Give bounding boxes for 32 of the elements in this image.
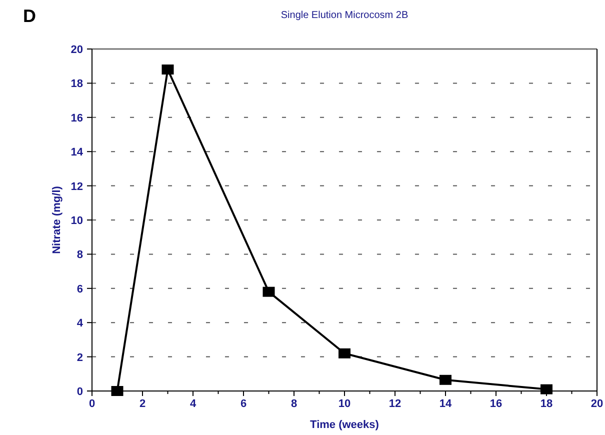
x-tick-label: 0 xyxy=(88,398,96,410)
x-tick-label: 20 xyxy=(590,398,604,410)
y-tick-label: 16 xyxy=(70,112,83,124)
x-axis-title: Time (weeks) xyxy=(310,419,380,431)
y-tick-label: 14 xyxy=(70,146,84,159)
y-tick-label: 6 xyxy=(76,283,83,296)
point xyxy=(162,64,174,75)
point xyxy=(540,384,552,394)
point xyxy=(111,386,124,396)
y-axis-title: Nitrate (mg/l) xyxy=(51,186,63,254)
x-tick-label: 2 xyxy=(139,398,146,410)
x-tick-label: 10 xyxy=(338,398,351,410)
y-tick-label: 12 xyxy=(70,180,83,193)
point xyxy=(338,348,350,358)
y-tick-label: 0 xyxy=(76,386,83,398)
y-tick-label: 2 xyxy=(76,352,83,364)
x-tick-label: 18 xyxy=(540,398,553,410)
x-tick-label: 8 xyxy=(290,398,298,410)
y-tick-label: 4 xyxy=(76,318,84,330)
x-tick-label: 4 xyxy=(190,398,197,410)
x-tick-label: 6 xyxy=(240,398,247,410)
chart-title: Single Elution Microcosm 2B xyxy=(280,10,408,21)
point xyxy=(440,374,452,385)
y-tick-label: 10 xyxy=(70,215,83,227)
y-tick-label: 20 xyxy=(70,44,83,56)
x-tick-label: 14 xyxy=(439,398,452,410)
y-tick-label: 8 xyxy=(76,249,83,262)
x-tick-label: 12 xyxy=(388,398,402,410)
text: D xyxy=(23,6,36,26)
y-tick-label: 18 xyxy=(70,78,83,90)
x-tick-label: 16 xyxy=(490,398,502,410)
point xyxy=(262,286,275,297)
